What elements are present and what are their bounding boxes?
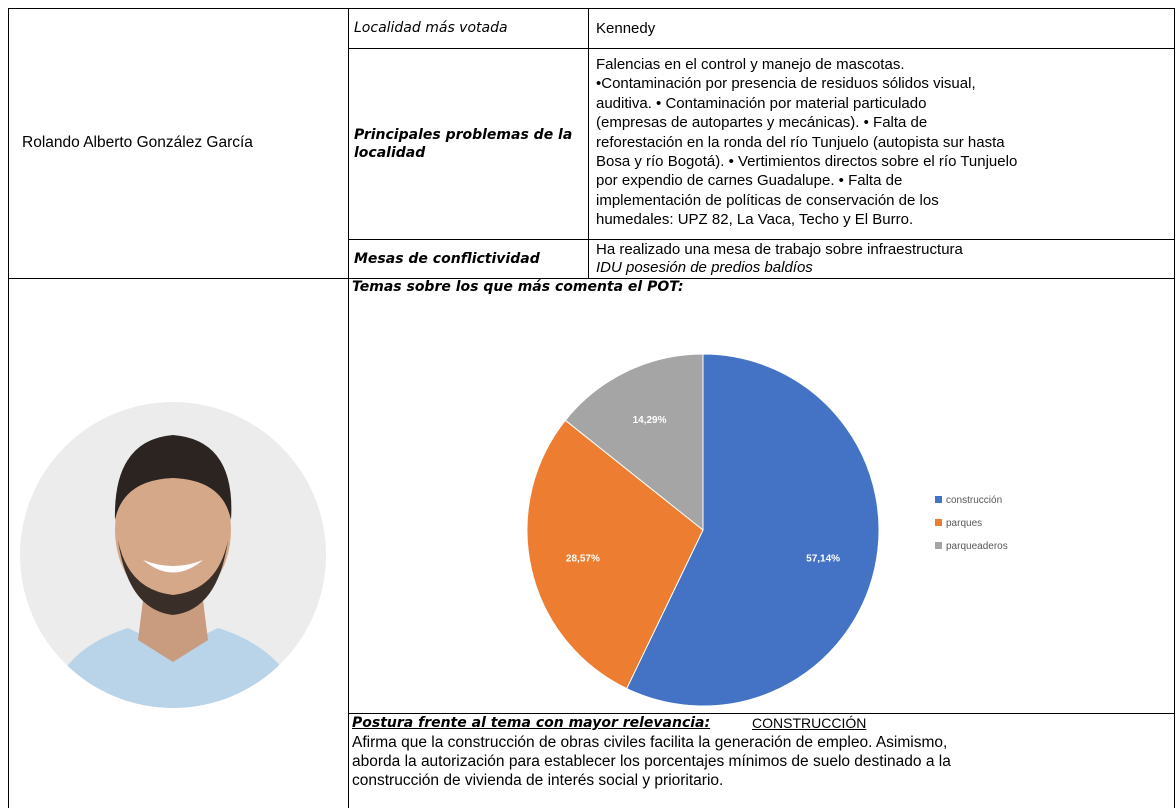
text-line: •Contaminación por presencia de residuos…: [596, 75, 976, 93]
text-line: construcción de vivienda de interés soci…: [352, 772, 724, 789]
pie-slice: [625, 353, 880, 707]
row-value: Ha realizado una mesa de trabajo sobre i…: [596, 241, 963, 258]
legend-label: construcción: [946, 495, 1002, 506]
text-line: humedales: UPZ 82, La Vaca, Techo y El B…: [596, 211, 914, 229]
candidate-name: Rolando Alberto González García: [22, 134, 253, 151]
text-line: aborda la autorización para establecer l…: [352, 753, 951, 770]
row-value: Kennedy: [596, 20, 656, 37]
legend-label: parqueaderos: [946, 541, 1008, 552]
row-value: Falencias en el control y manejo de masc…: [596, 55, 1017, 230]
slice-label: 57,14%: [806, 553, 840, 564]
text-line: por expendio de carnes Guadalupe. • Falt…: [596, 172, 903, 190]
text-line: reforestación en la ronda del río Tunjue…: [596, 133, 1005, 151]
row-label: Localidad más votada: [354, 20, 508, 36]
chart: 57,14% 28,57% 14,29% construcción parques par…: [526, 353, 1008, 707]
text-line: Bosa y río Bogotá). • Vertimientos direc…: [596, 153, 1018, 171]
legend-label: parques: [946, 518, 982, 529]
legend-swatch: [935, 496, 942, 503]
row-label: Principales problemas de la localidad: [354, 127, 573, 161]
text-line: implementación de políticas de conservac…: [596, 191, 939, 209]
text-line: Afirma que la construcción de obras civi…: [352, 734, 948, 751]
legend-swatch: [935, 542, 942, 549]
legend-swatch: [935, 519, 942, 526]
candidate-photo: [20, 402, 326, 708]
stance-heading: Postura frente al tema con mayor relevan…: [352, 715, 711, 731]
text-line: (empresas de autopartes y mecánicas). • …: [596, 114, 928, 132]
stance-topic: CONSTRUCCIÓN: [752, 715, 867, 731]
slice-label: 28,57%: [566, 553, 600, 564]
chart-title: Temas sobre los que más comenta el POT:: [352, 279, 684, 295]
text-line: auditiva. • Contaminación por material p…: [596, 94, 927, 112]
pie-slice: [564, 353, 704, 532]
row-value: IDU posesión de predios baldíos: [596, 259, 813, 276]
pie-slice: [526, 419, 704, 690]
text-line: Falencias en el control y manejo de masc…: [596, 56, 905, 73]
stance-text: Afirma que la construcción de obras civi…: [352, 733, 951, 790]
row-label: Mesas de conflictividad: [354, 251, 540, 267]
slice-label: 14,29%: [633, 415, 667, 426]
